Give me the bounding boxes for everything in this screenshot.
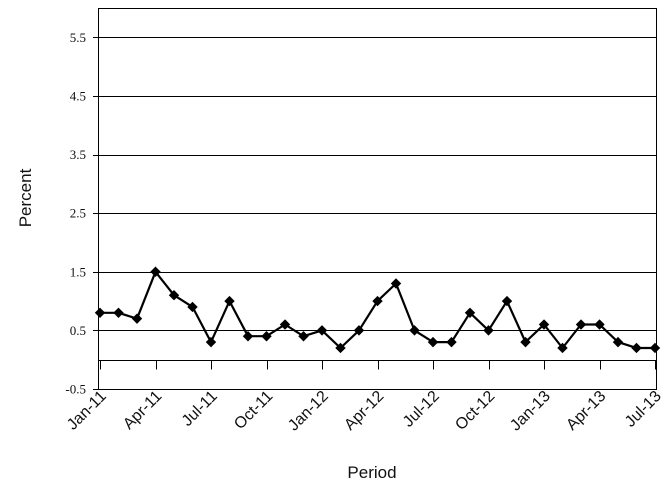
data-point: [557, 342, 568, 354]
data-point: [150, 266, 161, 277]
data-point: [187, 301, 198, 313]
y-tick-label: 5.5: [70, 30, 86, 45]
data-point: [464, 307, 476, 319]
y-axis-title: Percent: [16, 168, 35, 227]
data-point: [94, 307, 106, 319]
data-point: [353, 325, 365, 336]
data-point: [205, 336, 217, 348]
y-tick-label: 1.5: [70, 264, 86, 279]
data-point: [131, 313, 143, 324]
data-point: [335, 342, 346, 354]
data-point: [538, 319, 550, 330]
data-point: [298, 331, 309, 342]
y-tick-label: 3.5: [70, 147, 86, 162]
data-point: [594, 319, 605, 330]
data-point: [224, 295, 235, 307]
data-point: [279, 319, 291, 330]
data-point: [113, 307, 124, 319]
data-point: [520, 336, 531, 348]
data-point: [372, 295, 383, 307]
data-point: [316, 325, 328, 336]
x-axis-title: Period: [347, 463, 396, 482]
data-point: [483, 325, 494, 336]
data-point: [612, 336, 624, 348]
data-point: [501, 295, 513, 307]
data-point: [390, 278, 402, 289]
data-point: [575, 319, 587, 330]
data-point: [446, 336, 457, 348]
y-tick-labels: -0.5 0.5 1.5 2.5 3.5 4.5 5.5: [65, 30, 86, 397]
data-point: [168, 290, 180, 301]
data-point: [261, 331, 272, 342]
y-tick-label: -0.5: [65, 382, 86, 397]
data-point: [427, 336, 439, 348]
data-point: [649, 342, 661, 354]
data-point: [631, 342, 642, 354]
y-tick-label: 4.5: [70, 88, 86, 103]
data-point: [242, 331, 254, 342]
axes: [93, 8, 657, 390]
plot-area-frame: [98, 8, 657, 390]
data-point: [409, 325, 420, 336]
y-tick-label: 2.5: [70, 206, 86, 221]
y-tick-label: 0.5: [70, 323, 86, 338]
series: [94, 266, 661, 354]
